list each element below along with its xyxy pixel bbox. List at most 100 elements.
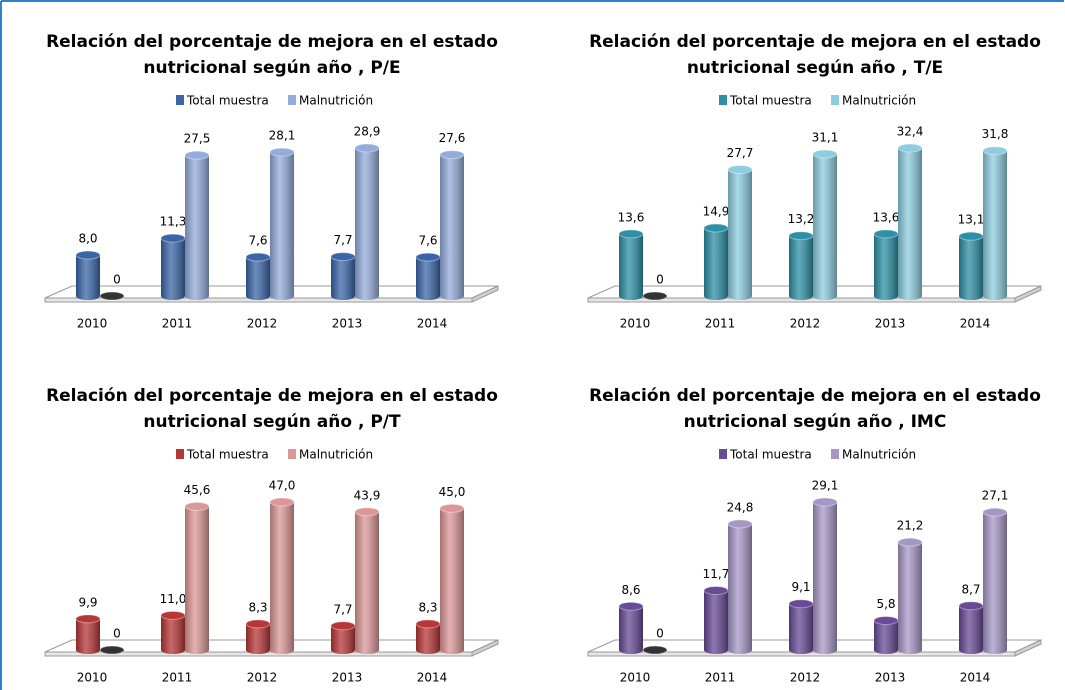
bar-top [354, 507, 380, 517]
chart: Relación del porcentaje de mejora en el … [587, 386, 1042, 685]
chart-title: nutricional según año , T/E [687, 58, 943, 78]
bar-shade [728, 523, 752, 654]
x-tick-label: 2011 [705, 317, 736, 331]
data-label: 13,1 [958, 213, 985, 227]
legend-label: Malnutrición [299, 448, 373, 462]
bar-top [415, 619, 441, 629]
bar-shade [331, 256, 355, 300]
data-label: 11,7 [703, 567, 730, 581]
bar-shade [185, 155, 209, 300]
bar-top [618, 601, 644, 611]
data-label: 8,6 [621, 583, 640, 597]
bar-top [642, 291, 668, 301]
bar-shade [789, 235, 813, 300]
bar-shade [161, 615, 185, 654]
bar-shade [416, 257, 440, 300]
x-tick-label: 2011 [705, 671, 736, 685]
data-label: 13,6 [873, 210, 900, 224]
bar-top [99, 291, 125, 301]
bar-top [75, 614, 101, 624]
legend-swatch [831, 95, 839, 105]
data-label: 0 [113, 627, 121, 641]
bar-shade [76, 255, 100, 300]
bar-shade [246, 623, 270, 654]
x-tick-label: 2014 [417, 671, 448, 685]
bar-top [245, 619, 271, 629]
bar-top [160, 610, 186, 620]
legend-swatch [831, 449, 839, 459]
x-tick-label: 2012 [790, 671, 821, 685]
bar-shade [161, 238, 185, 300]
x-tick-label: 2011 [162, 671, 193, 685]
legend-swatch [719, 449, 727, 459]
data-label: 8,7 [961, 582, 980, 596]
legend-swatch [176, 449, 184, 459]
legend-swatch [176, 95, 184, 105]
x-tick-label: 2010 [77, 317, 108, 331]
bar-top [897, 537, 923, 547]
x-tick-label: 2014 [960, 317, 991, 331]
data-label: 14,9 [703, 204, 730, 218]
bar-shade [440, 154, 464, 300]
data-label: 27,7 [727, 146, 754, 160]
floor-side [1014, 285, 1042, 303]
data-label: 21,2 [897, 519, 924, 533]
x-tick-label: 2011 [162, 317, 193, 331]
data-label: 7,6 [418, 234, 437, 248]
data-label: 0 [113, 273, 121, 287]
bar-shade [704, 227, 728, 300]
bar-shade [728, 169, 752, 300]
data-label: 27,1 [982, 489, 1009, 503]
bar-top [982, 507, 1008, 517]
data-label: 24,8 [727, 500, 754, 514]
x-tick-label: 2010 [620, 671, 651, 685]
legend-label: Malnutrición [842, 448, 916, 462]
data-label: 43,9 [354, 488, 381, 502]
bar-top [99, 645, 125, 655]
bar-top [415, 252, 441, 262]
x-tick-label: 2010 [620, 317, 651, 331]
bar-top [873, 616, 899, 626]
x-tick-label: 2013 [875, 317, 906, 331]
bar-shade [789, 603, 813, 654]
bar-shade [983, 512, 1007, 654]
bar-shade [270, 152, 294, 300]
legend-swatch [288, 95, 296, 105]
bar-top [703, 585, 729, 595]
x-tick-label: 2014 [417, 317, 448, 331]
bar-top [812, 497, 838, 507]
x-tick-label: 2012 [247, 671, 278, 685]
chart: Relación del porcentaje de mejora en el … [587, 32, 1042, 331]
bar-top [982, 146, 1008, 156]
x-tick-label: 2012 [247, 317, 278, 331]
bar-shade [898, 542, 922, 654]
data-label: 32,4 [897, 125, 924, 139]
bar-top [642, 645, 668, 655]
data-label: 7,7 [333, 233, 352, 247]
bar-shade [813, 502, 837, 654]
legend-label: Malnutrición [842, 94, 916, 108]
legend-label: Total muestra [186, 448, 269, 462]
bar-top [439, 503, 465, 513]
x-tick-label: 2010 [77, 671, 108, 685]
data-label: 13,6 [618, 210, 645, 224]
bar-shade [270, 502, 294, 654]
bar-shade [76, 618, 100, 654]
legend-swatch [719, 95, 727, 105]
bar-shade [874, 620, 898, 654]
data-label: 27,5 [184, 132, 211, 146]
bar-top [958, 601, 984, 611]
bar-shade [355, 511, 379, 654]
bar-shade [959, 605, 983, 654]
chart-title: Relación del porcentaje de mejora en el … [589, 32, 1041, 52]
bar-top [75, 250, 101, 260]
legend-swatch [288, 449, 296, 459]
bar-shade [898, 148, 922, 300]
bar-shade [619, 233, 643, 300]
bar-top [439, 150, 465, 160]
floor-side [471, 639, 499, 657]
bar-shade [440, 508, 464, 654]
data-label: 0 [656, 627, 664, 641]
data-label: 27,6 [439, 131, 466, 145]
